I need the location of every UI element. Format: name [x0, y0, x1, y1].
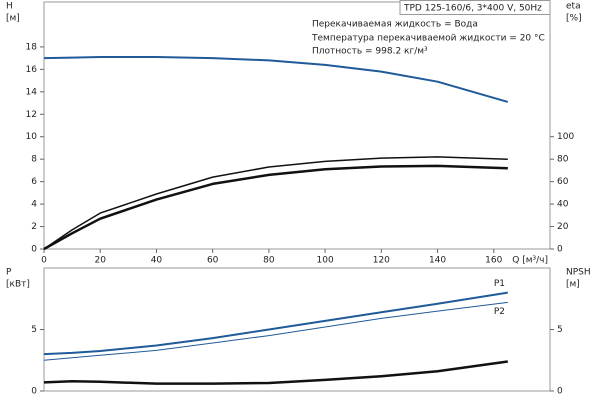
y-tick-label: 0 — [31, 387, 37, 397]
x-tick-label: 100 — [317, 256, 334, 266]
series-label: P1 — [494, 279, 505, 289]
x-tick-label: 160 — [485, 256, 502, 266]
x-tick-label: 120 — [373, 256, 390, 266]
annotation: Перекачиваемая жидкость = Вода — [312, 20, 478, 30]
title-box — [399, 0, 551, 15]
chart-title: TPD 125-160/6, 3*400 V, 50Hz — [403, 4, 542, 14]
y-tick-label: 6 — [31, 177, 37, 187]
y-tick-label: 8 — [31, 155, 37, 165]
y2-tick-label: 5 — [557, 325, 563, 335]
x-tick-label: 0 — [41, 256, 47, 266]
x-tick-label: 40 — [151, 256, 163, 266]
y-tick-label: 2 — [31, 222, 37, 232]
y-tick-label: 12 — [26, 110, 37, 120]
y2-tick-label: 60 — [557, 177, 569, 187]
y-axis-label: P — [6, 268, 12, 278]
curve — [43, 56, 509, 103]
series-label: P2 — [494, 307, 505, 317]
y2-axis-label: NPSH — [566, 268, 591, 278]
y-tick-label: 10 — [26, 132, 38, 142]
curve — [43, 156, 508, 250]
y2-axis-label: eta — [566, 2, 581, 12]
curve — [43, 164, 508, 251]
plot-frame — [43, 267, 551, 392]
y-axis-unit: [м] — [6, 14, 20, 24]
y2-tick-label: 40 — [557, 200, 569, 210]
y2-tick-label: 100 — [557, 132, 574, 142]
y-tick-label: 5 — [31, 325, 37, 335]
x-tick-label: 140 — [429, 256, 446, 266]
annotation: Плотность = 998.2 кг/м³ — [312, 47, 428, 57]
y2-tick-label: 20 — [557, 222, 569, 232]
y-axis-unit: [кВт] — [6, 280, 30, 290]
y-tick-label: 14 — [26, 87, 38, 97]
y2-tick-label: 0 — [557, 245, 563, 255]
y2-tick-label: 80 — [557, 155, 569, 165]
y-axis-label: H — [6, 2, 13, 12]
curve — [43, 291, 508, 356]
y2-axis-unit: [%] — [566, 14, 582, 24]
y-tick-label: 0 — [31, 245, 37, 255]
y-tick-label: 4 — [31, 200, 37, 210]
annotation: Температура перекачиваемой жидкости = 20… — [311, 34, 545, 44]
x-axis-label: Q [м³/ч] — [512, 256, 548, 266]
x-tick-label: 20 — [94, 256, 106, 266]
x-tick-label: 80 — [263, 256, 275, 266]
curve — [43, 301, 508, 361]
y2-tick-label: 0 — [557, 387, 563, 397]
curve — [43, 360, 508, 385]
y-tick-label: 18 — [26, 42, 38, 52]
x-tick-label: 60 — [207, 256, 219, 266]
y-tick-label: 16 — [26, 65, 38, 75]
y2-axis-unit: [м] — [566, 280, 580, 290]
plot-frame — [43, 1, 551, 250]
